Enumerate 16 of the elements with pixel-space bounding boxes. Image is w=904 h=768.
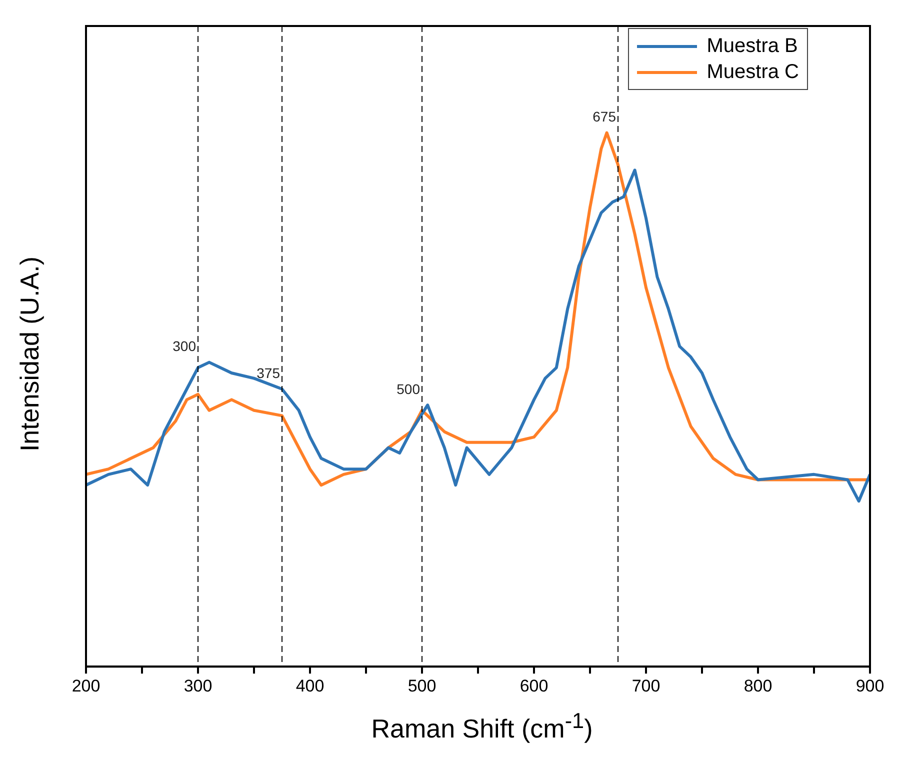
ref-line-label: 300 [172, 338, 196, 354]
x-tick-label: 500 [408, 676, 436, 696]
ref-line-label: 375 [256, 364, 280, 381]
x-tick-label: 700 [632, 676, 660, 696]
x-tick-label: 400 [296, 676, 324, 696]
x-axis-title: Raman Shift (cm$^{-1}$) [370, 708, 594, 745]
x-tick-label: 300 [184, 676, 212, 696]
x-tick-label: 900 [856, 676, 884, 696]
ref-line-label: 675 [592, 108, 616, 125]
legend-label: Muestra B [706, 34, 798, 59]
ref-line-label: 500 [396, 380, 420, 397]
x-tick-label: 200 [72, 676, 100, 696]
legend-label: Muestra C [706, 60, 799, 85]
x-tick-label: 600 [520, 676, 548, 696]
x-tick-label: 800 [744, 676, 772, 696]
y-axis-title: Intensidad (U.A.) [14, 256, 46, 452]
